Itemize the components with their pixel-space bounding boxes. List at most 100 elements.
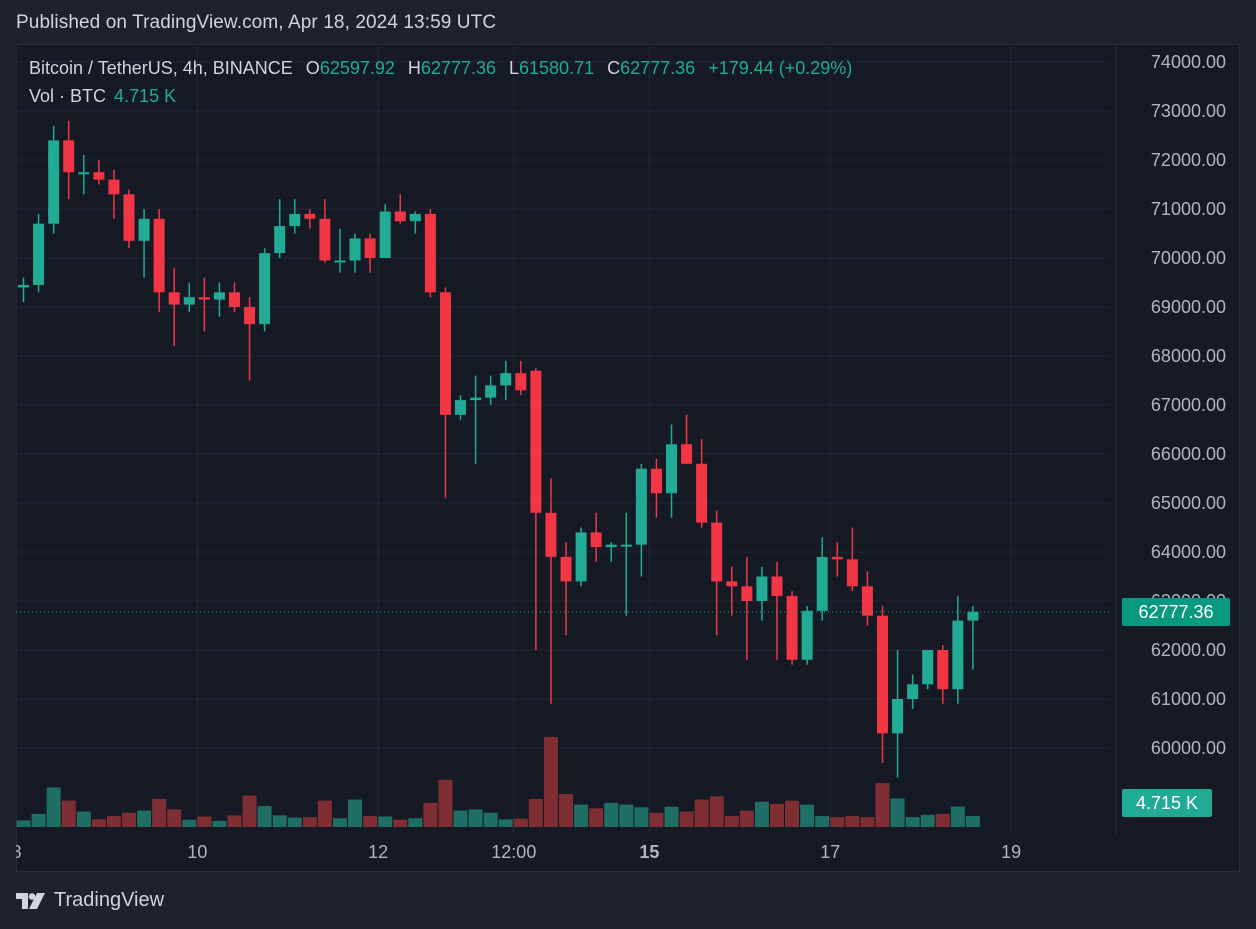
candlestick-chart[interactable]: 74000.00 73000.00 72000.00 71000.00 70000.00… xyxy=(16,44,1240,872)
footer[interactable]: TradingView xyxy=(16,889,164,912)
candle-body xyxy=(304,213,316,219)
volume-bar xyxy=(393,819,408,827)
volume-bar xyxy=(754,801,769,827)
volume-legend-label: Vol · BTC xyxy=(29,86,107,106)
tradingview-logo-icon xyxy=(16,892,45,909)
volume-bar xyxy=(830,817,845,827)
volume-bar xyxy=(498,819,513,827)
volume-bar xyxy=(739,810,754,827)
volume-bar xyxy=(649,812,664,827)
volume-bar xyxy=(860,817,875,827)
volume-bar xyxy=(46,787,61,827)
volume-bar xyxy=(16,820,31,827)
y-tick-label: 74000.00 xyxy=(1151,52,1226,72)
volume-bar xyxy=(785,800,800,827)
volume-bar xyxy=(619,804,634,827)
y-tick-label: 67000.00 xyxy=(1151,395,1226,415)
candle-body xyxy=(876,615,888,734)
candle-body xyxy=(18,284,29,288)
candle-body xyxy=(48,140,60,224)
published-caption: Published on TradingView.com, Apr 18, 20… xyxy=(16,12,497,33)
volume-bar xyxy=(363,816,378,827)
volume-bar xyxy=(408,818,423,827)
candle-body xyxy=(63,140,75,173)
candle-body xyxy=(78,172,90,175)
volume-legend[interactable]: Vol · BTC 4.715 K xyxy=(29,86,176,107)
candle-body xyxy=(696,463,708,523)
candle-body xyxy=(500,373,512,386)
volume-bar xyxy=(950,806,965,827)
volume-bar xyxy=(91,819,106,827)
candle-body xyxy=(861,586,873,616)
candle-body xyxy=(515,373,527,391)
x-tick-label: 12:00 xyxy=(491,842,536,862)
candle-body xyxy=(364,238,376,258)
high-value: 62777.36 xyxy=(420,58,496,78)
volume-bar xyxy=(709,796,724,827)
volume-bar xyxy=(513,818,528,827)
last-price-badge: 62777.36 xyxy=(1122,598,1230,626)
grid xyxy=(16,44,1117,834)
candle-body xyxy=(937,650,949,690)
volume-bar xyxy=(61,800,76,827)
candle-body xyxy=(816,556,828,611)
volume-bar xyxy=(302,817,317,827)
candle-body xyxy=(801,610,813,660)
candle-body xyxy=(108,179,120,195)
volume-bar xyxy=(528,798,543,827)
volume-bar xyxy=(31,813,46,827)
price-axis[interactable]: 74000.00 73000.00 72000.00 71000.00 70000.00… xyxy=(1151,52,1226,758)
close-value: 62777.36 xyxy=(620,58,696,78)
volume-bar xyxy=(589,808,604,827)
volume-legend-value: 4.715 K xyxy=(114,86,177,106)
symbol-name: Bitcoin / TetherUS, 4h, BINANCE xyxy=(29,58,293,78)
candle-body xyxy=(424,213,436,293)
candle-body xyxy=(319,218,331,261)
candle-body xyxy=(138,218,150,241)
candle-body xyxy=(786,596,798,660)
open-label: O xyxy=(305,58,320,78)
low-label: L xyxy=(509,58,520,78)
volume-bar xyxy=(197,816,212,827)
close-label: C xyxy=(607,58,621,78)
x-tick-label: 10 xyxy=(187,842,207,862)
volume-bar xyxy=(965,816,980,827)
candle-body xyxy=(650,468,662,494)
y-tick-label: 64000.00 xyxy=(1151,542,1226,562)
volume-bar xyxy=(679,811,694,827)
symbol-legend[interactable]: Bitcoin / TetherUS, 4h, BINANCE O62597.9… xyxy=(29,58,852,79)
volume-bar xyxy=(574,804,589,827)
candle-body xyxy=(274,226,286,254)
candle-body xyxy=(530,370,542,513)
volume-bars xyxy=(16,737,980,827)
candle-body xyxy=(846,559,858,587)
y-tick-label: 66000.00 xyxy=(1151,444,1226,464)
candle-body xyxy=(470,397,482,401)
volume-bar xyxy=(152,798,167,827)
brand-name: TradingView xyxy=(54,889,165,911)
volume-bar xyxy=(468,809,483,827)
volume-bar xyxy=(483,812,498,827)
high-label: H xyxy=(407,58,421,78)
volume-bar xyxy=(935,813,950,827)
volume-bar xyxy=(242,795,257,827)
candle-body xyxy=(439,292,451,415)
y-tick-label: 68000.00 xyxy=(1151,346,1226,366)
y-tick-label: 62000.00 xyxy=(1151,640,1226,660)
candle-body xyxy=(394,211,406,222)
candle-body xyxy=(922,650,934,685)
volume-bar xyxy=(212,820,227,827)
volume-bar xyxy=(438,779,453,827)
candle-body xyxy=(198,297,210,300)
volume-bar xyxy=(724,816,739,827)
candles xyxy=(18,120,979,778)
time-axis[interactable]: 8 10 12 12:00 15 17 19 xyxy=(16,842,1021,862)
candle-body xyxy=(123,194,135,241)
volume-bar xyxy=(332,818,347,827)
candle-body xyxy=(590,532,602,548)
candle-body xyxy=(831,556,843,560)
candle-body xyxy=(259,253,271,325)
candle-body xyxy=(455,400,467,415)
candle-body xyxy=(560,556,572,582)
candle-body xyxy=(183,297,195,305)
